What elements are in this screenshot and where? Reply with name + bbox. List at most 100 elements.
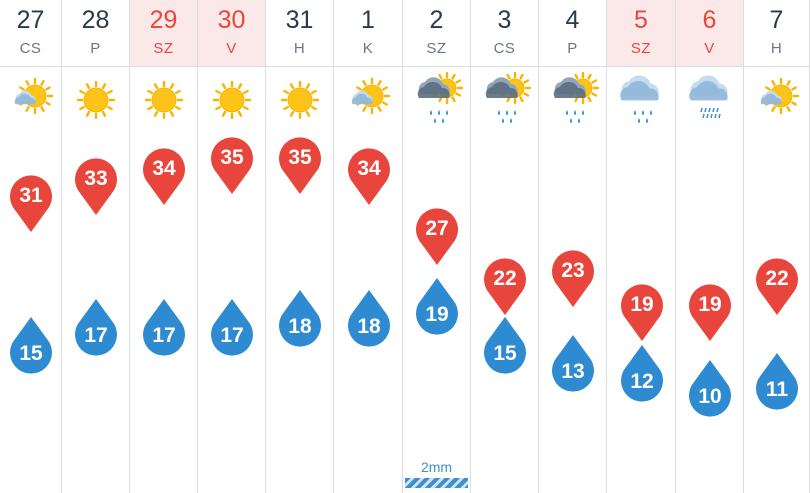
- sun-cloud-icon: [334, 72, 402, 132]
- max-temp-marker: 31: [7, 172, 55, 234]
- max-temp-marker: 34: [140, 145, 188, 207]
- min-temp-value: 17: [84, 324, 108, 347]
- max-temp-value: 31: [19, 184, 43, 207]
- max-temp-marker: 19: [686, 281, 734, 343]
- day-name: P: [90, 40, 101, 57]
- max-temp-value: 27: [425, 217, 449, 240]
- min-temp-marker: 17: [208, 297, 256, 359]
- day-date: 5: [634, 6, 648, 34]
- day-name: H: [293, 40, 306, 57]
- max-temp-marker: 23: [549, 247, 597, 309]
- day-name: SZ: [630, 40, 652, 57]
- day-column[interactable]: 3 CS 22 15: [471, 0, 539, 493]
- max-temp-marker: 27: [413, 205, 461, 267]
- min-temp-marker: 10: [686, 358, 734, 420]
- day-column[interactable]: 27 CS 31 15: [0, 0, 62, 493]
- min-temp-value: 18: [357, 315, 381, 338]
- day-header: 28 P: [62, 0, 129, 67]
- day-header: 5 SZ: [607, 0, 675, 67]
- day-header: 30 V: [198, 0, 265, 67]
- max-temp-value: 22: [493, 267, 517, 290]
- sun-icon: [62, 72, 129, 132]
- max-temp-value: 23: [561, 259, 585, 282]
- min-temp-marker: 17: [140, 297, 188, 359]
- cloud-drizzle-icon: [676, 72, 743, 132]
- day-header: 31 H: [266, 0, 333, 67]
- sun-cloud-rain-icon: [403, 72, 470, 132]
- max-temp-value: 33: [84, 167, 108, 190]
- max-temp-marker: 22: [753, 255, 801, 317]
- min-temp-value: 12: [630, 370, 654, 393]
- min-temp-marker: 15: [7, 315, 55, 377]
- sun-icon: [198, 72, 265, 132]
- min-temp-marker: 18: [276, 288, 324, 350]
- min-temp-marker: 15: [481, 315, 529, 377]
- min-temp-value: 15: [493, 342, 517, 365]
- day-date: 4: [565, 6, 580, 34]
- sun-icon: [130, 72, 197, 132]
- sun-cloud-icon: [0, 72, 61, 132]
- day-name: H: [770, 40, 783, 57]
- min-temp-value: 18: [288, 315, 312, 338]
- min-temp-value: 15: [19, 342, 43, 365]
- day-date: 2: [429, 6, 444, 34]
- day-date: 27: [16, 6, 45, 34]
- min-temp-marker: 11: [753, 351, 801, 413]
- max-temp-marker: 19: [618, 281, 666, 343]
- sun-cloud-rain-icon: [471, 72, 538, 132]
- day-header: 2 SZ: [403, 0, 470, 67]
- max-temp-marker: 33: [72, 155, 120, 217]
- day-name: SZ: [426, 40, 447, 57]
- max-temp-value: 35: [220, 146, 244, 169]
- max-temp-value: 22: [765, 267, 789, 290]
- max-temp-value: 19: [630, 293, 654, 316]
- min-temp-value: 11: [765, 378, 789, 401]
- max-temp-value: 35: [288, 146, 312, 169]
- day-name: V: [704, 40, 715, 57]
- max-temp-marker: 22: [481, 255, 529, 317]
- day-name: SZ: [153, 40, 174, 57]
- max-temp-marker: 34: [345, 145, 393, 207]
- day-date: 6: [702, 6, 717, 34]
- max-temp-marker: 35: [208, 134, 256, 196]
- day-column[interactable]: 30 V 35 17: [198, 0, 266, 493]
- day-column[interactable]: 5 SZ 19 12: [607, 0, 676, 493]
- day-header: 29 SZ: [130, 0, 197, 67]
- day-name: V: [226, 40, 237, 57]
- day-date: 7: [769, 6, 784, 34]
- day-column[interactable]: 31 H 35 18: [266, 0, 334, 493]
- day-date: 29: [149, 6, 178, 34]
- day-date: 30: [217, 6, 246, 34]
- day-header: 3 CS: [471, 0, 538, 67]
- sun-cloud-rain-icon: [539, 72, 606, 132]
- min-temp-marker: 13: [549, 333, 597, 395]
- day-name: CS: [19, 40, 42, 57]
- day-name: P: [567, 40, 578, 57]
- sun-cloud-icon: [744, 72, 809, 132]
- day-column[interactable]: 2 SZ 27 19 2mm: [403, 0, 471, 493]
- max-temp-marker: 35: [276, 134, 324, 196]
- min-temp-marker: 17: [72, 297, 120, 359]
- min-temp-value: 10: [698, 385, 722, 408]
- precipitation-amount: 2mm: [420, 459, 453, 475]
- precipitation-bar: [405, 478, 468, 488]
- min-temp-value: 13: [561, 360, 585, 383]
- day-column[interactable]: 28 P 33 17: [62, 0, 130, 493]
- day-date: 3: [497, 6, 512, 34]
- day-name: K: [362, 40, 374, 57]
- day-name: CS: [493, 40, 516, 57]
- day-date: 28: [81, 6, 110, 34]
- day-column[interactable]: 29 SZ 34 17: [130, 0, 198, 493]
- min-temp-marker: 18: [345, 288, 393, 350]
- min-temp-marker: 19: [413, 276, 461, 338]
- min-temp-value: 17: [220, 324, 244, 347]
